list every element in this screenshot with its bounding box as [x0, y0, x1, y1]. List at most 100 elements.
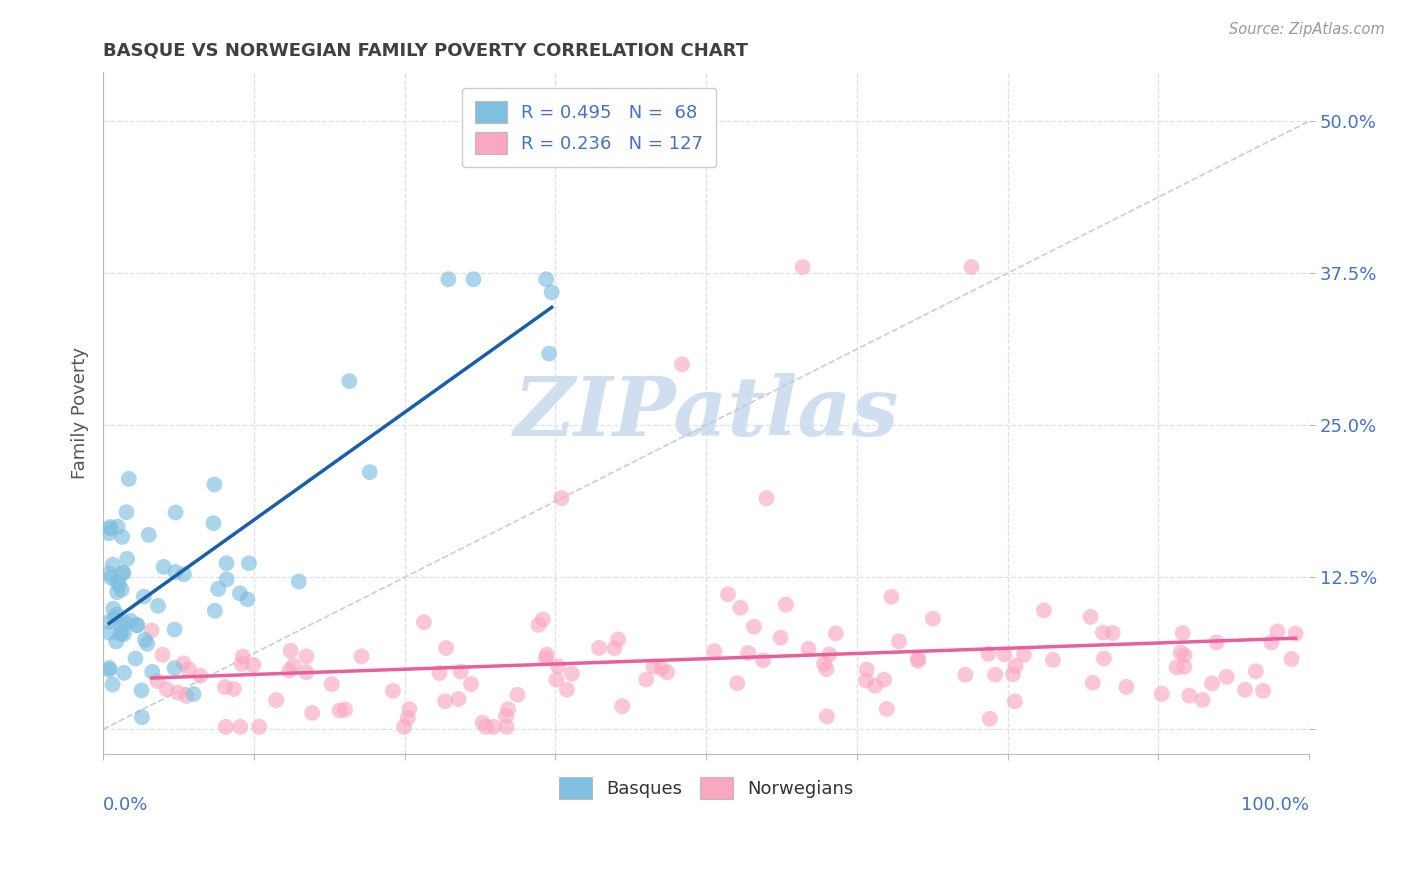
Point [813, 657, 835, 671]
Point [538, 346, 561, 360]
Point [460, 677, 482, 691]
Point [496, 702, 519, 716]
Point [1032, 603, 1054, 617]
Point [141, 665, 163, 679]
Point [1170, 646, 1192, 660]
Point [1150, 687, 1173, 701]
Point [1092, 651, 1115, 665]
Point [98, 521, 121, 535]
Point [555, 682, 578, 697]
Point [101, 677, 124, 691]
Point [818, 648, 841, 662]
Point [856, 663, 879, 677]
Point [215, 720, 238, 734]
Point [450, 665, 472, 679]
Point [977, 647, 1000, 661]
Point [152, 559, 174, 574]
Text: ZIPatlas: ZIPatlas [513, 373, 898, 453]
Point [120, 614, 142, 628]
Point [880, 590, 903, 604]
Point [398, 702, 420, 716]
Point [730, 600, 752, 615]
Point [152, 648, 174, 662]
Point [287, 574, 309, 589]
Point [907, 654, 929, 668]
Point [1284, 626, 1306, 640]
Point [643, 659, 665, 673]
Point [156, 682, 179, 697]
Point [333, 702, 356, 716]
Point [382, 684, 405, 698]
Point [1244, 665, 1267, 679]
Point [100, 571, 122, 585]
Text: 0.0%: 0.0% [103, 797, 149, 814]
Point [1205, 635, 1227, 649]
Point [163, 661, 186, 675]
Point [295, 665, 318, 680]
Point [177, 662, 200, 676]
Text: Source: ZipAtlas.com: Source: ZipAtlas.com [1229, 22, 1385, 37]
Point [495, 709, 517, 723]
Point [1042, 653, 1064, 667]
Point [434, 694, 457, 708]
Point [131, 683, 153, 698]
Point [215, 572, 238, 586]
Point [540, 285, 562, 300]
Point [671, 357, 693, 371]
Point [752, 653, 775, 667]
Point [207, 582, 229, 596]
Point [359, 465, 381, 479]
Point [396, 711, 419, 725]
Point [717, 587, 740, 601]
Point [979, 712, 1001, 726]
Point [138, 528, 160, 542]
Point [429, 665, 451, 680]
Point [146, 599, 169, 613]
Point [167, 685, 190, 699]
Point [337, 374, 360, 388]
Point [636, 673, 658, 687]
Point [887, 634, 910, 648]
Point [204, 604, 226, 618]
Point [1215, 670, 1237, 684]
Point [769, 631, 792, 645]
Point [907, 651, 929, 665]
Point [1081, 675, 1104, 690]
Point [105, 634, 128, 648]
Point [231, 657, 253, 671]
Point [534, 272, 557, 286]
Point [960, 260, 983, 274]
Point [131, 710, 153, 724]
Point [588, 640, 610, 655]
Point [214, 680, 236, 694]
Point [124, 651, 146, 665]
Point [295, 649, 318, 664]
Point [1080, 610, 1102, 624]
Point [742, 620, 765, 634]
Point [1173, 648, 1195, 663]
Point [1267, 624, 1289, 639]
Point [112, 665, 135, 680]
Point [103, 611, 125, 625]
Point [125, 618, 148, 632]
Point [111, 566, 134, 580]
Point [775, 598, 797, 612]
Point [1173, 660, 1195, 674]
Point [108, 578, 131, 592]
Point [103, 601, 125, 615]
Point [98, 663, 121, 677]
Point [546, 673, 568, 687]
Point [229, 586, 252, 600]
Point [547, 659, 569, 673]
Point [447, 692, 470, 706]
Point [863, 679, 886, 693]
Point [247, 720, 270, 734]
Point [1233, 682, 1256, 697]
Point [531, 612, 554, 626]
Point [607, 632, 630, 647]
Point [98, 661, 121, 675]
Point [112, 627, 135, 641]
Point [107, 519, 129, 533]
Point [329, 703, 352, 717]
Point [174, 689, 197, 703]
